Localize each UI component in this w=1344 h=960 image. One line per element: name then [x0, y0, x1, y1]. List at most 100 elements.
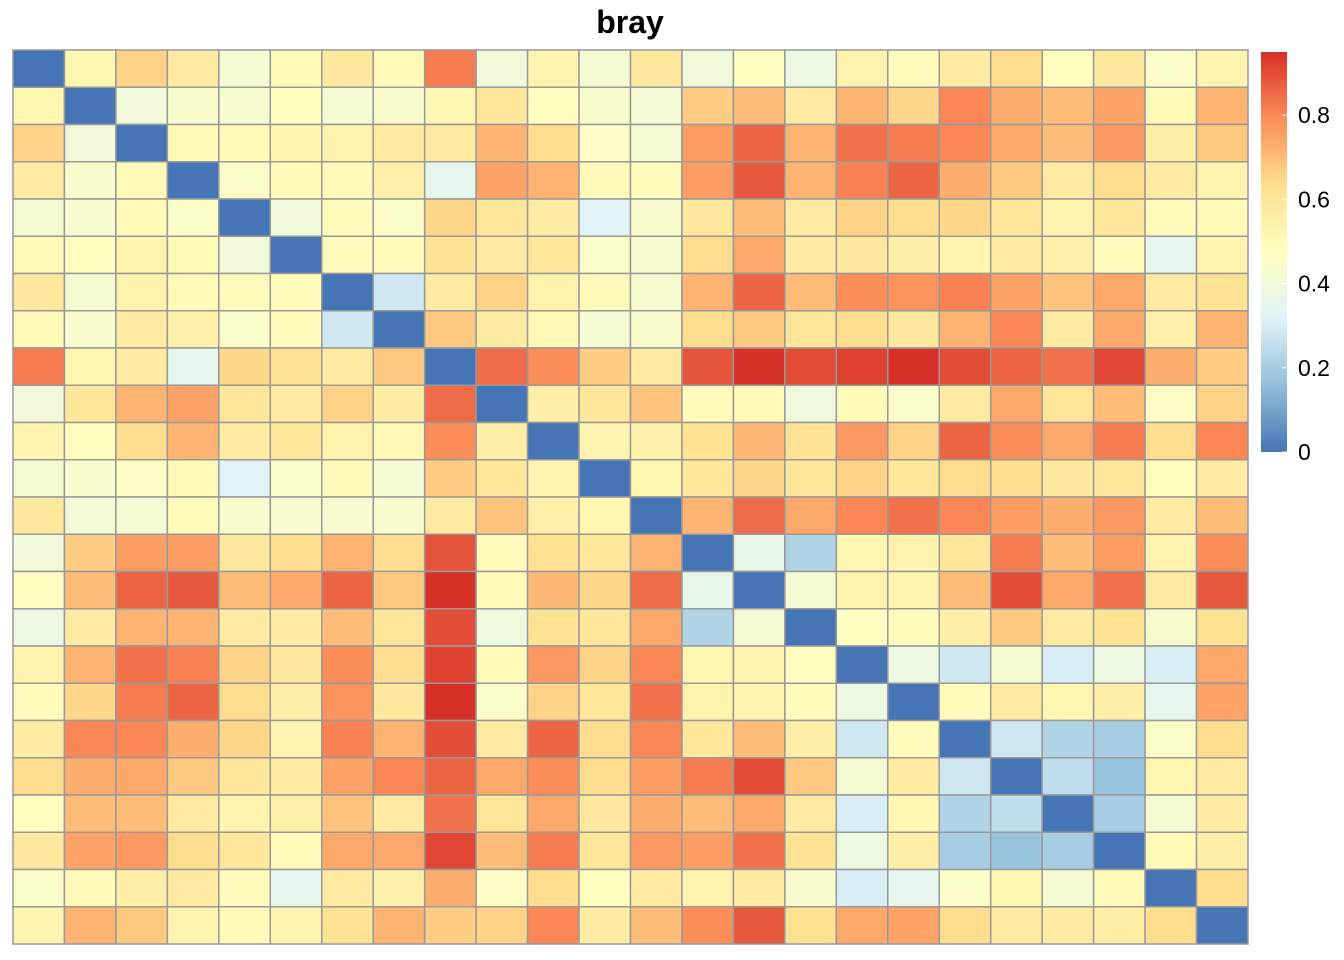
legend-tick-label: 0 [1298, 439, 1311, 465]
heatmap-cell-r17-c19 [938, 645, 992, 684]
heatmap-cell-r20-c9 [423, 757, 477, 796]
heatmap-cell-r1-c13 [629, 49, 683, 88]
heatmap-cell-r12-c2 [63, 459, 117, 498]
legend-color-bar [1261, 52, 1287, 452]
heatmap-cell-r16-c18 [887, 608, 940, 647]
heatmap-cell-r22-c5 [218, 831, 272, 871]
heatmap-cell-r2-c12 [578, 86, 632, 126]
heatmap-cell-r2-c22 [1092, 86, 1146, 126]
heatmap-cell-r20-c5 [218, 757, 272, 796]
heatmap-cell-r13-c16 [784, 496, 838, 535]
heatmap-cell-r14-c19 [938, 533, 992, 573]
heatmap-cell-r5-c24 [1195, 198, 1249, 237]
heatmap-cell-r8-c19 [938, 310, 992, 349]
heatmap-cell-r13-c1 [12, 496, 66, 535]
heatmap-cell-r6-c2 [63, 235, 117, 275]
heatmap-cell-r23-c21 [1041, 868, 1095, 908]
heatmap-cell-r19-c6 [269, 719, 323, 759]
heatmap-cell-r20-c22 [1092, 757, 1146, 796]
heatmap-cell-r7-c11 [526, 272, 580, 312]
heatmap-cell-r3-c3 [115, 123, 169, 163]
heatmap-cell-r1-c7 [321, 49, 374, 88]
heatmap-cell-r18-c24 [1195, 682, 1249, 722]
heatmap-cell-r24-c12 [578, 906, 632, 945]
heatmap-cell-r16-c23 [1144, 608, 1198, 647]
heatmap-cell-r1-c5 [218, 49, 272, 88]
heatmap-cell-r3-c22 [1092, 123, 1146, 163]
heatmap-cell-r4-c23 [1144, 161, 1198, 200]
heatmap-cell-r3-c10 [475, 123, 529, 163]
heatmap-cell-r22-c24 [1195, 831, 1249, 871]
heatmap-cell-r7-c13 [629, 272, 683, 312]
heatmap-cell-r14-c13 [629, 533, 683, 573]
heatmap-cell-r8-c4 [166, 310, 220, 349]
heatmap-cell-r10-c16 [784, 384, 838, 424]
heatmap-cell-r12-c5 [218, 459, 272, 498]
heatmap-cell-r23-c9 [423, 868, 477, 908]
heatmap-cell-r2-c7 [321, 86, 374, 126]
heatmap-cell-r11-c9 [423, 421, 477, 461]
heatmap-cell-r19-c22 [1092, 719, 1146, 759]
heatmap-cell-r19-c9 [423, 719, 477, 759]
heatmap-cell-r4-c24 [1195, 161, 1249, 200]
heatmap-cells [12, 49, 1249, 945]
heatmap-cell-r20-c15 [732, 757, 786, 796]
heatmap-cell-r24-c23 [1144, 906, 1198, 945]
heatmap-cell-r21-c18 [887, 794, 940, 833]
heatmap-cell-r20-c11 [526, 757, 580, 796]
heatmap-cell-r20-c20 [989, 757, 1043, 796]
heatmap-cell-r13-c22 [1092, 496, 1146, 535]
heatmap-cell-r11-c17 [835, 421, 889, 461]
heatmap-cell-r2-c17 [835, 86, 889, 126]
heatmap-cell-r9-c2 [63, 347, 117, 386]
heatmap-cell-r15-c22 [1092, 570, 1146, 610]
heatmap-cell-r10-c20 [989, 384, 1043, 424]
heatmap-cell-r22-c21 [1041, 831, 1095, 871]
heatmap-cell-r7-c21 [1041, 272, 1095, 312]
heatmap-cell-r24-c5 [218, 906, 272, 945]
heatmap-cell-r19-c17 [835, 719, 889, 759]
heatmap-cell-r19-c20 [989, 719, 1043, 759]
heatmap-cell-r17-c5 [218, 645, 272, 684]
heatmap-cell-r23-c3 [115, 868, 169, 908]
heatmap-cell-r18-c5 [218, 682, 272, 722]
heatmap-cell-r20-c18 [887, 757, 940, 796]
heatmap-cell-r1-c14 [681, 49, 735, 88]
heatmap-cell-r9-c21 [1041, 347, 1095, 386]
heatmap-cell-r10-c18 [887, 384, 940, 424]
heatmap-cell-r3-c5 [218, 123, 272, 163]
heatmap-cell-r22-c2 [63, 831, 117, 871]
heatmap-cell-r14-c12 [578, 533, 632, 573]
heatmap-cell-r5-c1 [12, 198, 66, 237]
legend-tick-label: 0.4 [1298, 271, 1330, 297]
heatmap-cell-r9-c6 [269, 347, 323, 386]
heatmap-cell-r15-c1 [12, 570, 66, 610]
heatmap-cell-r19-c14 [681, 719, 735, 759]
heatmap-cell-r16-c15 [732, 608, 786, 647]
heatmap-cell-r19-c2 [63, 719, 117, 759]
heatmap-cell-r24-c14 [681, 906, 735, 945]
heatmap-cell-r23-c12 [578, 868, 632, 908]
heatmap-cell-r11-c15 [732, 421, 786, 461]
heatmap-cell-r8-c12 [578, 310, 632, 349]
heatmap-cell-r19-c1 [12, 719, 66, 759]
heatmap-cell-r10-c13 [629, 384, 683, 424]
heatmap-cell-r10-c23 [1144, 384, 1198, 424]
heatmap-cell-r6-c18 [887, 235, 940, 275]
heatmap-cell-r2-c13 [629, 86, 683, 126]
heatmap-cell-r16-c17 [835, 608, 889, 647]
heatmap-cell-r18-c19 [938, 682, 992, 722]
heatmap-cell-r1-c8 [372, 49, 426, 88]
heatmap-cell-r14-c21 [1041, 533, 1095, 573]
heatmap-cell-r14-c4 [166, 533, 220, 573]
heatmap-cell-r4-c4 [166, 161, 220, 200]
heatmap-cell-r13-c7 [321, 496, 374, 535]
heatmap-cell-r1-c23 [1144, 49, 1198, 88]
heatmap-cell-r20-c24 [1195, 757, 1249, 796]
heatmap-cell-r21-c23 [1144, 794, 1198, 833]
heatmap-cell-r21-c7 [321, 794, 374, 833]
heatmap-cell-r13-c6 [269, 496, 323, 535]
heatmap-cell-r15-c23 [1144, 570, 1198, 610]
heatmap-cell-r8-c11 [526, 310, 580, 349]
heatmap-cell-r10-c3 [115, 384, 169, 424]
